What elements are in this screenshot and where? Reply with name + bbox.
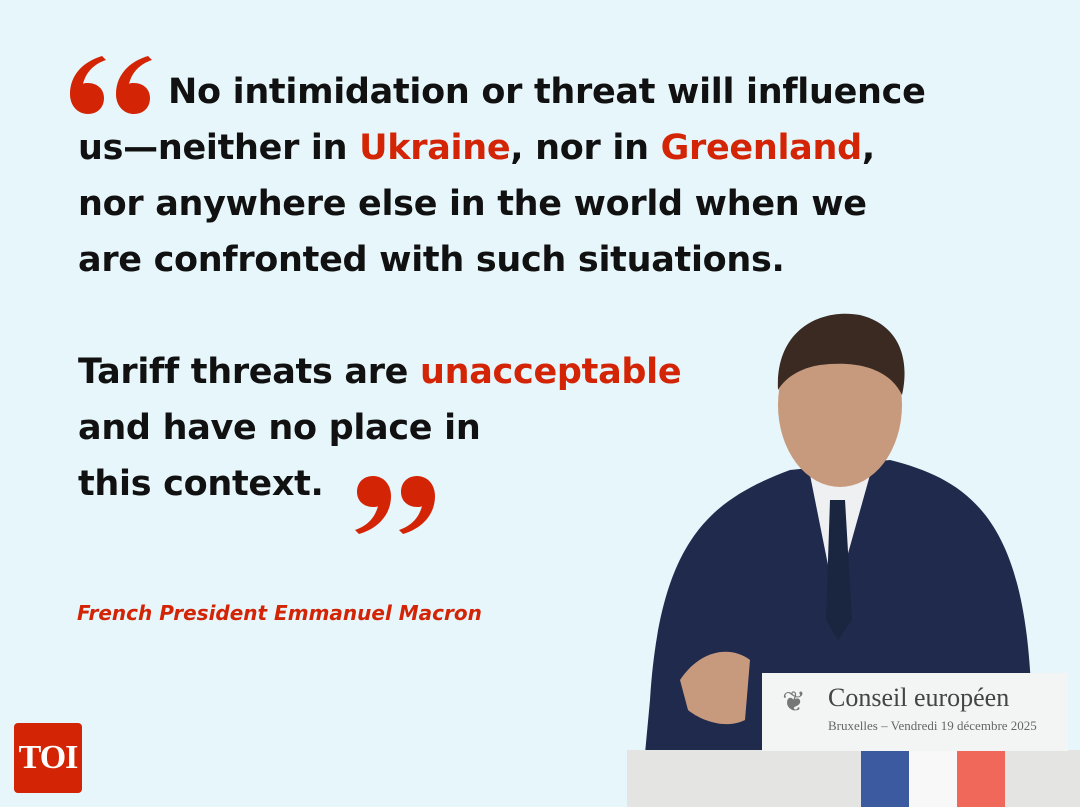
quote-line: No intimidation or threat will influence [168,72,926,112]
quote-line: nor anywhere else in the world when we [78,184,867,224]
attribution: French President Emmanuel Macron [77,601,482,625]
quote-text: , [861,128,875,168]
open-quote-icon [70,56,152,114]
quote-text: Tariff threats are [78,352,420,392]
quote-line: and have no place in [78,408,481,448]
quote-part-1: No intimidation or threat will influence… [78,64,926,288]
logo-text: TOI [18,739,79,776]
close-quote-icon [355,476,435,534]
quote-line: this context. [78,464,324,504]
quote-text: , nor in [510,128,661,168]
highlight-ukraine: Ukraine [359,128,511,168]
sign-subtitle: Bruxelles – Vendredi 19 décembre 2025 [828,718,1037,733]
highlight-unacceptable: unacceptable [420,352,682,392]
quote-line: are confronted with such situations. [78,240,785,280]
quote-part-2: Tariff threats are unacceptable and have… [78,344,682,512]
sign-title: Conseil européen [828,683,1010,712]
podium-sign: ❦ Conseil européen Bruxelles – Vendredi … [762,673,1068,751]
toi-logo: TOI [14,723,82,793]
highlight-greenland: Greenland [660,128,863,168]
quote-text: us—neither in [78,128,360,168]
crest-icon: ❦ [782,685,806,718]
